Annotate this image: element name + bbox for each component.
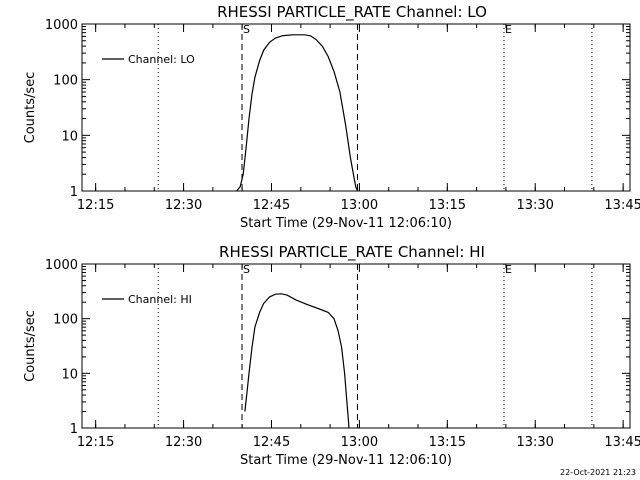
chart-title: RHESSI PARTICLE_RATE Channel: LO — [217, 3, 487, 22]
series-line — [244, 293, 350, 428]
end-marker-label: E — [505, 263, 512, 276]
x-axis-label: Start Time (29-Nov-11 12:06:10) — [240, 453, 452, 468]
x-tick-label: 13:00 — [341, 198, 378, 213]
legend-label: Channel: HI — [128, 293, 192, 306]
x-tick-label: 12:30 — [165, 435, 202, 450]
x-axis-label: Start Time (29-Nov-11 12:06:10) — [240, 216, 452, 231]
hi-channel-panel: RHESSI PARTICLE_RATE Channel: HI 1 10 100 10… — [23, 243, 640, 468]
y-axis-label: Counts/sec — [23, 72, 38, 144]
x-tick-label: 13:45 — [604, 198, 640, 213]
series-line — [236, 34, 359, 191]
y-tick-label: 10 — [61, 367, 78, 382]
x-tick-label: 12:45 — [253, 198, 290, 213]
y-axis-label: Counts/sec — [23, 310, 38, 382]
x-tick-label: 13:00 — [341, 435, 378, 450]
y-tick-label: 1000 — [45, 258, 78, 273]
x-tick-label: 13:45 — [604, 435, 640, 450]
x-tick-label: 12:30 — [165, 198, 202, 213]
lo-channel-panel: RHESSI PARTICLE_RATE Channel: LO 1 10 100 10… — [23, 3, 640, 231]
plot-timestamp: 22-Oct-2021 21:23 — [560, 468, 636, 477]
x-tick-label: 13:30 — [516, 435, 553, 450]
x-tick-label: 13:30 — [516, 198, 553, 213]
start-marker-label: S — [243, 23, 250, 36]
y-tick-label: 1 — [70, 185, 78, 200]
y-tick-label: 100 — [53, 74, 78, 89]
x-tick-label: 12:15 — [77, 435, 114, 450]
x-tick-label: 12:45 — [253, 435, 290, 450]
y-tick-label: 1000 — [45, 18, 78, 33]
y-tick-label: 1 — [70, 422, 78, 437]
plot-frame — [81, 23, 631, 192]
y-tick-label: 100 — [53, 313, 78, 328]
legend-label: Channel: LO — [128, 53, 195, 66]
plot-frame — [81, 263, 631, 429]
chart-title: RHESSI PARTICLE_RATE Channel: HI — [219, 243, 485, 262]
x-tick-label: 13:15 — [429, 198, 466, 213]
x-tick-label: 12:15 — [77, 198, 114, 213]
start-marker-label: S — [243, 263, 250, 276]
y-tick-label: 10 — [61, 129, 78, 144]
x-tick-label: 13:15 — [429, 435, 466, 450]
end-marker-label: E — [505, 23, 512, 36]
